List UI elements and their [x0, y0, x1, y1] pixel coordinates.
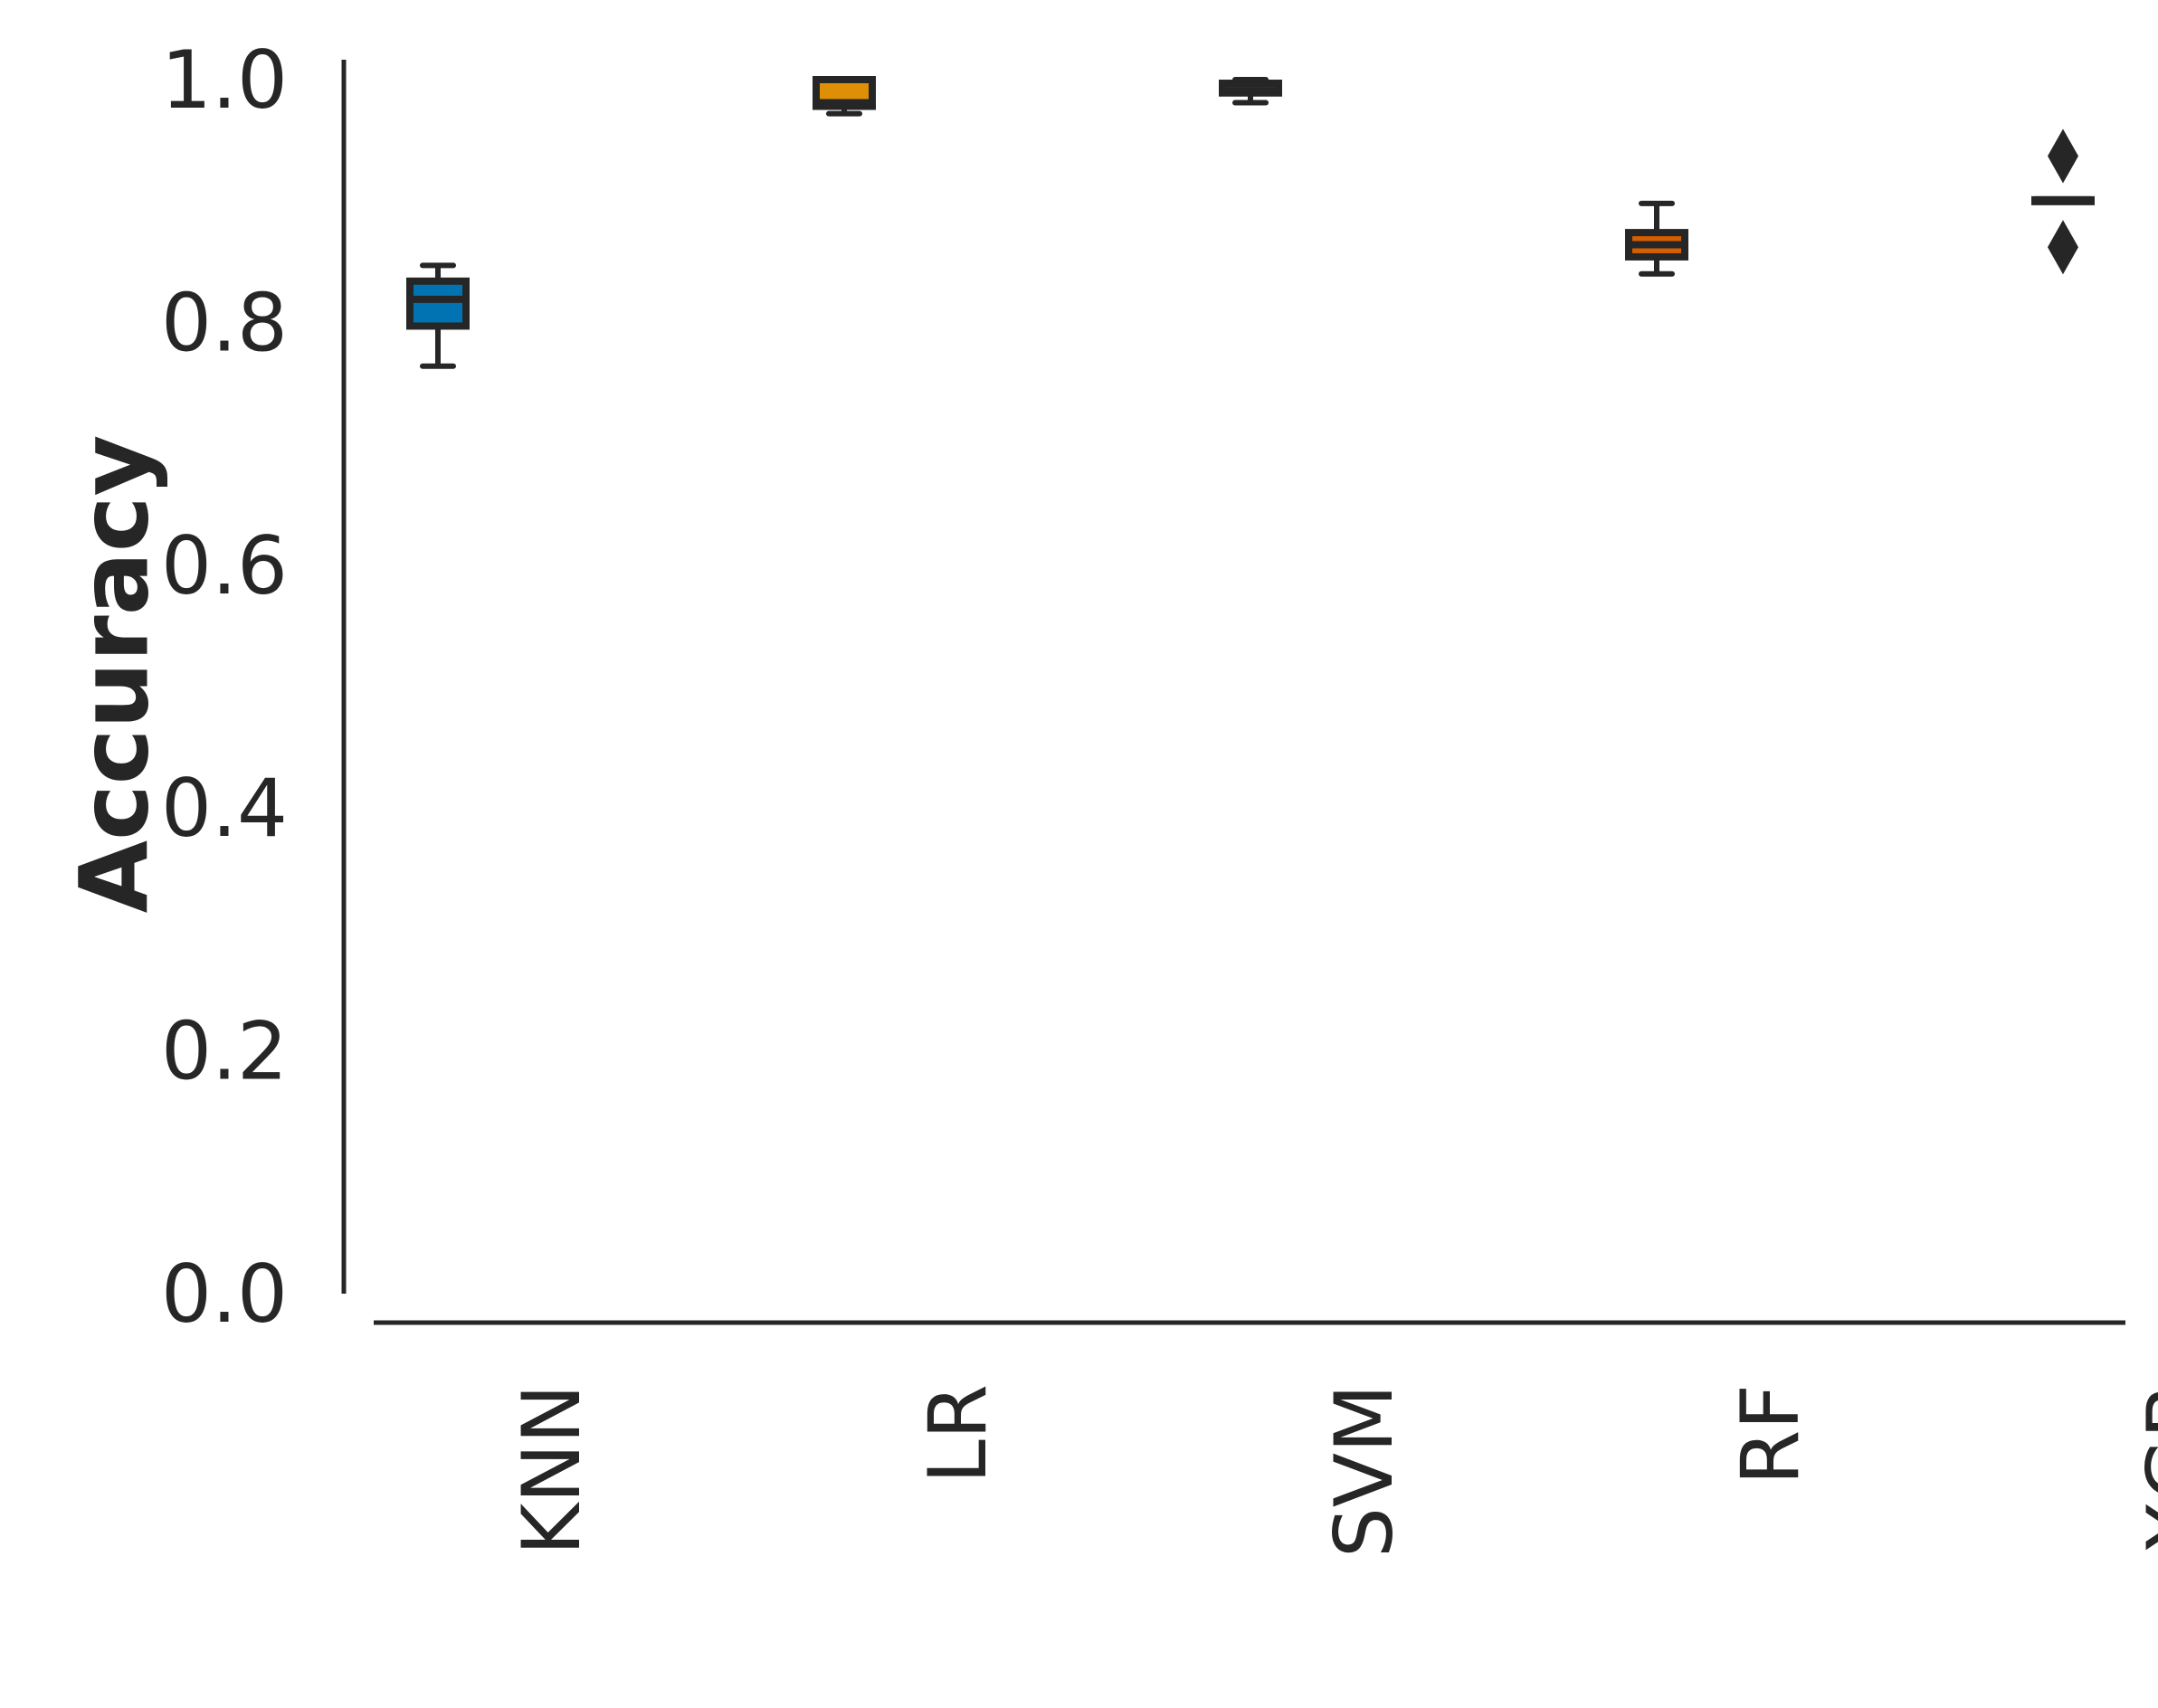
box-svm — [1219, 77, 1282, 106]
x-tick-label: LR — [911, 1384, 1004, 1484]
x-tick-label: RF — [1724, 1384, 1817, 1485]
y-tick-label: 0.0 — [161, 1248, 288, 1341]
y-tick-label: 1.0 — [161, 33, 288, 127]
y-tick-label: 0.4 — [161, 762, 288, 855]
box-lr — [813, 76, 876, 117]
x-tick-label: XGB — [2130, 1384, 2158, 1555]
y-tick-label: 0.6 — [161, 519, 288, 612]
outlier-point — [2048, 220, 2078, 275]
x-tick-label: SVM — [1317, 1384, 1411, 1558]
x-tick-label: KNN — [505, 1384, 598, 1555]
y-tick-label: 0.2 — [161, 1005, 288, 1098]
y-axis-title: Accuracy — [59, 435, 169, 914]
x-axis: KNN LR SVM RF XGB — [374, 1320, 2158, 1558]
iqr-box — [406, 277, 470, 330]
y-axis: 0.0 0.2 0.4 0.6 0.8 1.0 — [161, 33, 347, 1341]
box-series — [406, 76, 2095, 369]
box-knn — [406, 262, 470, 369]
box-xgb — [2031, 128, 2095, 275]
outlier-point — [2048, 128, 2078, 184]
box-rf — [1625, 200, 1688, 277]
y-tick-label: 0.8 — [161, 276, 288, 369]
